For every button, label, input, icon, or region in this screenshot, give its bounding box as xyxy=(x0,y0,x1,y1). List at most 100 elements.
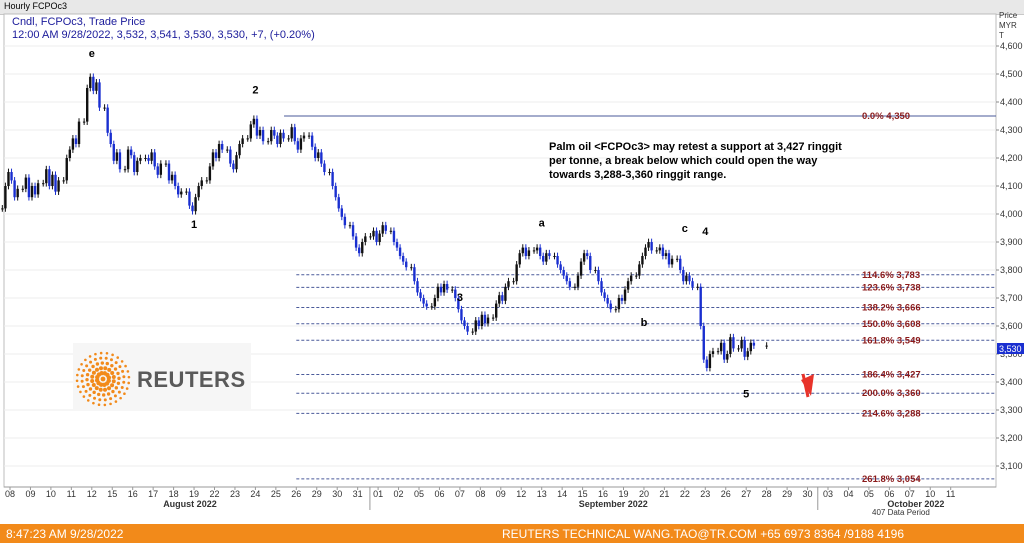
candle-body xyxy=(71,138,75,150)
candle-body xyxy=(401,256,405,262)
logo-dot xyxy=(92,390,96,395)
candle-body xyxy=(740,340,743,349)
candle-body xyxy=(535,247,539,251)
candle-body xyxy=(507,281,510,287)
candle-body xyxy=(307,135,311,137)
wave-label: 5 xyxy=(743,388,749,400)
candle-body xyxy=(68,149,72,158)
logo-dot xyxy=(92,401,95,405)
candle-body xyxy=(491,317,495,319)
candle-body xyxy=(95,82,98,91)
candle-body xyxy=(638,264,641,276)
candle-body xyxy=(410,267,413,269)
candle-body xyxy=(600,281,603,293)
wave-label: 3 xyxy=(457,292,463,304)
candle-body xyxy=(614,309,618,311)
x-tick-label: 22 xyxy=(209,489,219,499)
wave-label: e xyxy=(89,48,95,60)
candle-body xyxy=(675,258,679,260)
x-month-label: September 2022 xyxy=(579,499,648,509)
candle-body xyxy=(542,256,545,262)
candle-body xyxy=(314,146,317,158)
logo-dot xyxy=(98,387,103,392)
logo-dot xyxy=(82,369,86,373)
candle-body xyxy=(226,149,229,151)
candle-body xyxy=(173,174,177,186)
candle-body xyxy=(573,286,577,288)
logo-dot xyxy=(120,385,124,389)
y-axis-title: Price xyxy=(999,11,1018,20)
logo-dot xyxy=(109,358,113,362)
candle-body xyxy=(372,230,375,237)
logo-dot xyxy=(85,373,90,377)
logo-dot xyxy=(86,399,90,402)
annotation-line-3: towards 3,288-3,360 ringgit range. xyxy=(549,169,726,181)
logo-dot xyxy=(85,364,89,368)
x-tick-label: 20 xyxy=(639,489,649,499)
y-tick-label: 4,300 xyxy=(1000,125,1023,135)
fib-level-label: 214.6% 3,288 xyxy=(862,408,921,419)
y-axis-unit-1: MYR xyxy=(999,21,1017,30)
candle-body xyxy=(364,236,367,242)
candle-body xyxy=(282,132,285,139)
candle-body xyxy=(494,303,498,318)
candle-body xyxy=(524,247,528,256)
footer-timestamp: 8:47:23 AM 9/28/2022 xyxy=(6,527,124,541)
logo-dot xyxy=(122,375,126,379)
logo-dot xyxy=(80,379,84,383)
x-tick-label: 30 xyxy=(332,489,342,499)
candle-body xyxy=(170,174,174,181)
candle-body xyxy=(644,247,647,256)
candle-body xyxy=(392,230,396,242)
candle-body xyxy=(343,216,347,226)
candle-body xyxy=(463,320,466,326)
logo-dot xyxy=(97,392,101,397)
x-tick-label: 18 xyxy=(169,489,179,499)
candle-body xyxy=(92,76,95,91)
x-tick-label: 14 xyxy=(557,489,567,499)
candle-body xyxy=(389,230,393,232)
candle-body xyxy=(752,342,756,346)
candle-body xyxy=(576,275,580,287)
logo-dot xyxy=(102,382,107,388)
logo-dot xyxy=(94,352,97,356)
wave-labels: e 1 2 3 a b c 4 5 xyxy=(89,48,750,400)
logo-dot xyxy=(91,383,96,388)
candle-body xyxy=(589,256,592,270)
candle-body xyxy=(89,76,92,88)
candle-body xyxy=(33,186,37,195)
candle-body xyxy=(296,141,300,150)
candle-body xyxy=(705,359,709,368)
candle-body xyxy=(422,298,425,304)
candle-body xyxy=(197,186,200,198)
logo-dot xyxy=(116,371,120,376)
candle-body xyxy=(395,242,399,248)
candle-body xyxy=(136,160,139,172)
x-tick-label: 05 xyxy=(414,489,424,499)
candle-body xyxy=(45,169,48,184)
candle-body xyxy=(238,144,241,156)
chart-header-line1: Cndl, FCPOc3, Trade Price xyxy=(12,16,145,28)
candle-body xyxy=(711,351,715,354)
candle-body xyxy=(702,326,705,360)
logo-dot xyxy=(98,366,103,371)
candle-body xyxy=(454,289,457,298)
logo-dot xyxy=(109,397,113,401)
logo-dot xyxy=(100,376,106,382)
candle-body xyxy=(156,166,159,175)
logo-dot xyxy=(76,373,79,377)
x-tick-label: 21 xyxy=(659,489,669,499)
candle-body xyxy=(641,256,644,265)
candle-body xyxy=(200,180,203,186)
candle-body xyxy=(133,155,136,172)
candle-body xyxy=(118,152,122,170)
reuters-dots-icon xyxy=(75,351,131,407)
current-price-marker: 3,530 xyxy=(997,343,1024,354)
logo-dot xyxy=(114,386,119,390)
logo-dot xyxy=(77,368,81,371)
candle-body xyxy=(565,275,568,282)
candle-body xyxy=(436,286,440,298)
candle-body xyxy=(299,138,303,150)
candle-body xyxy=(439,286,443,293)
